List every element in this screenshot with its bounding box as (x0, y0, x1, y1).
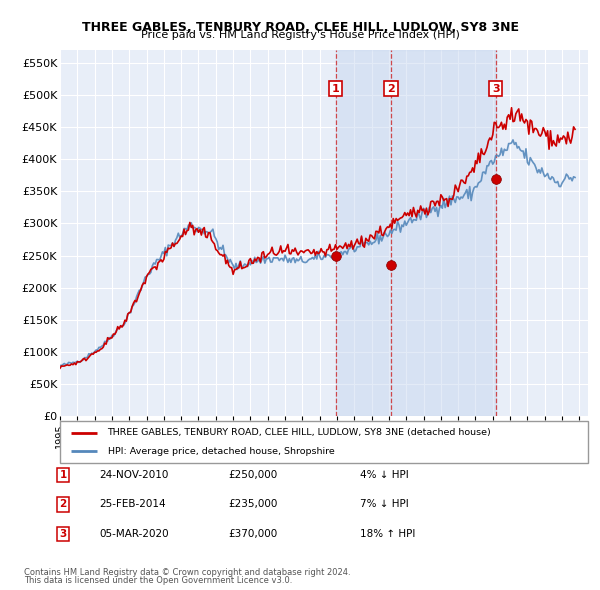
Text: 2: 2 (59, 500, 67, 509)
Text: Contains HM Land Registry data © Crown copyright and database right 2024.: Contains HM Land Registry data © Crown c… (24, 568, 350, 577)
Text: 25-FEB-2014: 25-FEB-2014 (99, 500, 166, 509)
Text: 1: 1 (332, 84, 340, 94)
Text: £370,000: £370,000 (228, 529, 277, 539)
Text: 2: 2 (387, 84, 395, 94)
Text: 7% ↓ HPI: 7% ↓ HPI (360, 500, 409, 509)
Text: 4% ↓ HPI: 4% ↓ HPI (360, 470, 409, 480)
FancyBboxPatch shape (60, 421, 588, 463)
Bar (335, 50, 496, 416)
Text: HPI: Average price, detached house, Shropshire: HPI: Average price, detached house, Shro… (107, 447, 334, 455)
Text: £235,000: £235,000 (228, 500, 277, 509)
Text: THREE GABLES, TENBURY ROAD, CLEE HILL, LUDLOW, SY8 3NE (detached house): THREE GABLES, TENBURY ROAD, CLEE HILL, L… (107, 428, 491, 437)
Text: 05-MAR-2020: 05-MAR-2020 (99, 529, 169, 539)
Text: £250,000: £250,000 (228, 470, 277, 480)
Text: 24-NOV-2010: 24-NOV-2010 (99, 470, 169, 480)
Text: 3: 3 (59, 529, 67, 539)
Text: 18% ↑ HPI: 18% ↑ HPI (360, 529, 415, 539)
Text: THREE GABLES, TENBURY ROAD, CLEE HILL, LUDLOW, SY8 3NE: THREE GABLES, TENBURY ROAD, CLEE HILL, L… (82, 21, 518, 34)
Text: This data is licensed under the Open Government Licence v3.0.: This data is licensed under the Open Gov… (24, 576, 292, 585)
Text: Price paid vs. HM Land Registry's House Price Index (HPI): Price paid vs. HM Land Registry's House … (140, 30, 460, 40)
Text: 3: 3 (492, 84, 499, 94)
Text: 1: 1 (59, 470, 67, 480)
